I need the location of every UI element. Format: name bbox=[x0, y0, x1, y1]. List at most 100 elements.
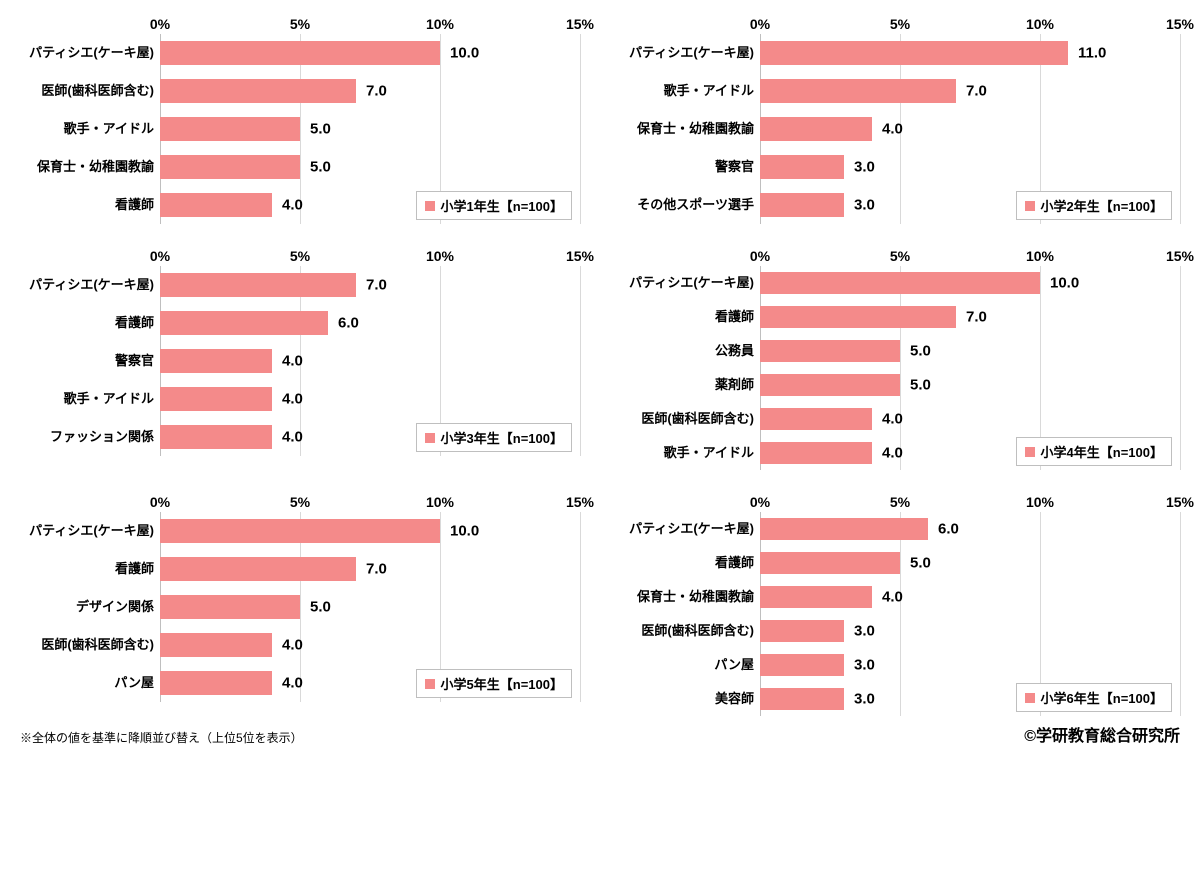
legend-label: 小学1年生【n=100】 bbox=[441, 196, 563, 215]
x-tick-label: 0% bbox=[150, 248, 170, 264]
category-label: パティシエ(ケーキ屋) bbox=[620, 46, 760, 60]
bar-row: 医師(歯科医師含む) 4.0 bbox=[620, 402, 1180, 436]
bar: 3.0 bbox=[760, 155, 844, 179]
gridline bbox=[1180, 266, 1181, 470]
category-label: 看護師 bbox=[620, 556, 760, 570]
bar-row: 公務員5.0 bbox=[620, 334, 1180, 368]
legend-label: 小学6年生【n=100】 bbox=[1041, 688, 1163, 707]
bar: 5.0 bbox=[160, 117, 300, 141]
category-label: 保育士・幼稚園教諭 bbox=[20, 160, 160, 174]
bar-row: 看護師6.0 bbox=[20, 304, 580, 342]
x-axis: 0%5%10%15% bbox=[620, 10, 1180, 34]
x-tick-label: 5% bbox=[290, 16, 310, 32]
x-axis: 0%5%10%15% bbox=[20, 10, 580, 34]
category-label: 保育士・幼稚園教諭 bbox=[620, 590, 760, 604]
value-label: 4.0 bbox=[872, 444, 903, 461]
bar: 4.0 bbox=[160, 349, 272, 373]
category-label: パン屋 bbox=[620, 658, 760, 672]
bar: 5.0 bbox=[160, 595, 300, 619]
x-axis: 0%5%10%15% bbox=[20, 242, 580, 266]
plot-area: パティシエ(ケーキ屋)7.0看護師6.0警察官4.0歌手・アイドル4.0ファッシ… bbox=[20, 266, 580, 456]
bar: 5.0 bbox=[760, 552, 900, 573]
category-label: 歌手・アイドル bbox=[620, 446, 760, 460]
value-label: 3.0 bbox=[844, 690, 875, 707]
gridline bbox=[580, 266, 581, 456]
category-label: パティシエ(ケーキ屋) bbox=[620, 276, 760, 290]
legend: 小学3年生【n=100】 bbox=[416, 423, 572, 452]
bar-row: パティシエ(ケーキ屋)11.0 bbox=[620, 34, 1180, 72]
x-axis: 0%5%10%15% bbox=[620, 242, 1180, 266]
bar-row: デザイン関係5.0 bbox=[20, 588, 580, 626]
category-label: 医師(歯科医師含む) bbox=[20, 638, 160, 652]
bar-row: 歌手・アイドル5.0 bbox=[20, 110, 580, 148]
bar-row: 医師(歯科医師含む) 7.0 bbox=[20, 72, 580, 110]
bar-row: 警察官4.0 bbox=[20, 342, 580, 380]
chart-panel: 0%5%10%15%パティシエ(ケーキ屋)6.0看護師5.0保育士・幼稚園教諭4… bbox=[620, 488, 1180, 716]
value-label: 10.0 bbox=[440, 522, 479, 539]
x-tick-label: 0% bbox=[750, 16, 770, 32]
bar: 4.0 bbox=[760, 117, 872, 141]
x-tick-label: 10% bbox=[1026, 494, 1054, 510]
footnote-text: ※全体の値を基準に降順並び替え（上位5位を表示） bbox=[20, 729, 303, 746]
x-tick-label: 5% bbox=[890, 494, 910, 510]
x-tick-label: 0% bbox=[750, 248, 770, 264]
chart-grid: 0%5%10%15%パティシエ(ケーキ屋)10.0医師(歯科医師含む)7.0歌手… bbox=[20, 10, 1180, 716]
x-tick-label: 10% bbox=[1026, 16, 1054, 32]
bar-row: パティシエ(ケーキ屋)7.0 bbox=[20, 266, 580, 304]
category-label: 看護師 bbox=[20, 198, 160, 212]
copyright-text: ©学研教育総合研究所 bbox=[1024, 722, 1180, 746]
bar: 10.0 bbox=[160, 41, 440, 65]
legend-label: 小学2年生【n=100】 bbox=[1041, 196, 1163, 215]
bar: 4.0 bbox=[160, 633, 272, 657]
legend: 小学5年生【n=100】 bbox=[416, 669, 572, 698]
plot-area: パティシエ(ケーキ屋)10.0看護師7.0デザイン関係5.0医師(歯科医師含む)… bbox=[20, 512, 580, 702]
bar-row: 看護師5.0 bbox=[620, 546, 1180, 580]
bar-row: パティシエ(ケーキ屋) 6.0 bbox=[620, 512, 1180, 546]
value-label: 4.0 bbox=[272, 352, 303, 369]
value-label: 5.0 bbox=[300, 598, 331, 615]
chart-panel: 0%5%10%15%パティシエ(ケーキ屋)10.0看護師7.0公務員5.0薬剤師… bbox=[620, 242, 1180, 470]
category-label: 保育士・幼稚園教諭 bbox=[620, 122, 760, 136]
legend-swatch bbox=[1025, 693, 1035, 703]
category-label: 公務員 bbox=[620, 344, 760, 358]
value-label: 4.0 bbox=[872, 588, 903, 605]
gridline bbox=[1180, 34, 1181, 224]
legend: 小学2年生【n=100】 bbox=[1016, 191, 1172, 220]
bar-row: 歌手・アイドル7.0 bbox=[620, 72, 1180, 110]
bar: 7.0 bbox=[760, 79, 956, 103]
category-label: 警察官 bbox=[620, 160, 760, 174]
bar-row: 看護師7.0 bbox=[620, 300, 1180, 334]
bar: 5.0 bbox=[760, 374, 900, 395]
category-label: パティシエ(ケーキ屋) bbox=[20, 278, 160, 292]
bar: 11.0 bbox=[760, 41, 1068, 65]
category-label: パティシエ(ケーキ屋) bbox=[20, 524, 160, 538]
bar-row: 医師(歯科医師含む)4.0 bbox=[20, 626, 580, 664]
category-label: 医師(歯科医師含む) bbox=[20, 84, 160, 98]
value-label: 4.0 bbox=[872, 410, 903, 427]
plot-area: パティシエ(ケーキ屋) 10.0 看護師7.0公務員5.0 薬剤師5.0 医師(歯科医師… bbox=[620, 266, 1180, 470]
legend: 小学4年生【n=100】 bbox=[1016, 437, 1172, 466]
value-label: 7.0 bbox=[956, 82, 987, 99]
value-label: 4.0 bbox=[272, 390, 303, 407]
bar: 5.0 bbox=[160, 155, 300, 179]
category-label: パティシエ(ケーキ屋) bbox=[20, 46, 160, 60]
value-label: 6.0 bbox=[928, 520, 959, 537]
legend: 小学6年生【n=100】 bbox=[1016, 683, 1172, 712]
category-label: パン屋 bbox=[20, 676, 160, 690]
value-label: 7.0 bbox=[356, 82, 387, 99]
value-label: 5.0 bbox=[300, 120, 331, 137]
category-label: 看護師 bbox=[20, 316, 160, 330]
chart-panel: 0%5%10%15%パティシエ(ケーキ屋)11.0歌手・アイドル7.0保育士・幼… bbox=[620, 10, 1180, 224]
bar-row: 保育士・幼稚園教諭4.0 bbox=[620, 110, 1180, 148]
category-label: 医師(歯科医師含む) bbox=[620, 412, 760, 426]
x-tick-label: 15% bbox=[566, 16, 594, 32]
x-axis: 0%5%10%15% bbox=[620, 488, 1180, 512]
gridline bbox=[1180, 512, 1181, 716]
gridline bbox=[580, 34, 581, 224]
footer: ※全体の値を基準に降順並び替え（上位5位を表示） ©学研教育総合研究所 bbox=[20, 722, 1180, 746]
value-label: 7.0 bbox=[356, 560, 387, 577]
category-label: パティシエ(ケーキ屋) bbox=[620, 522, 760, 536]
bar: 7.0 bbox=[160, 273, 356, 297]
value-label: 10.0 bbox=[1040, 274, 1079, 291]
category-label: 薬剤師 bbox=[620, 378, 760, 392]
